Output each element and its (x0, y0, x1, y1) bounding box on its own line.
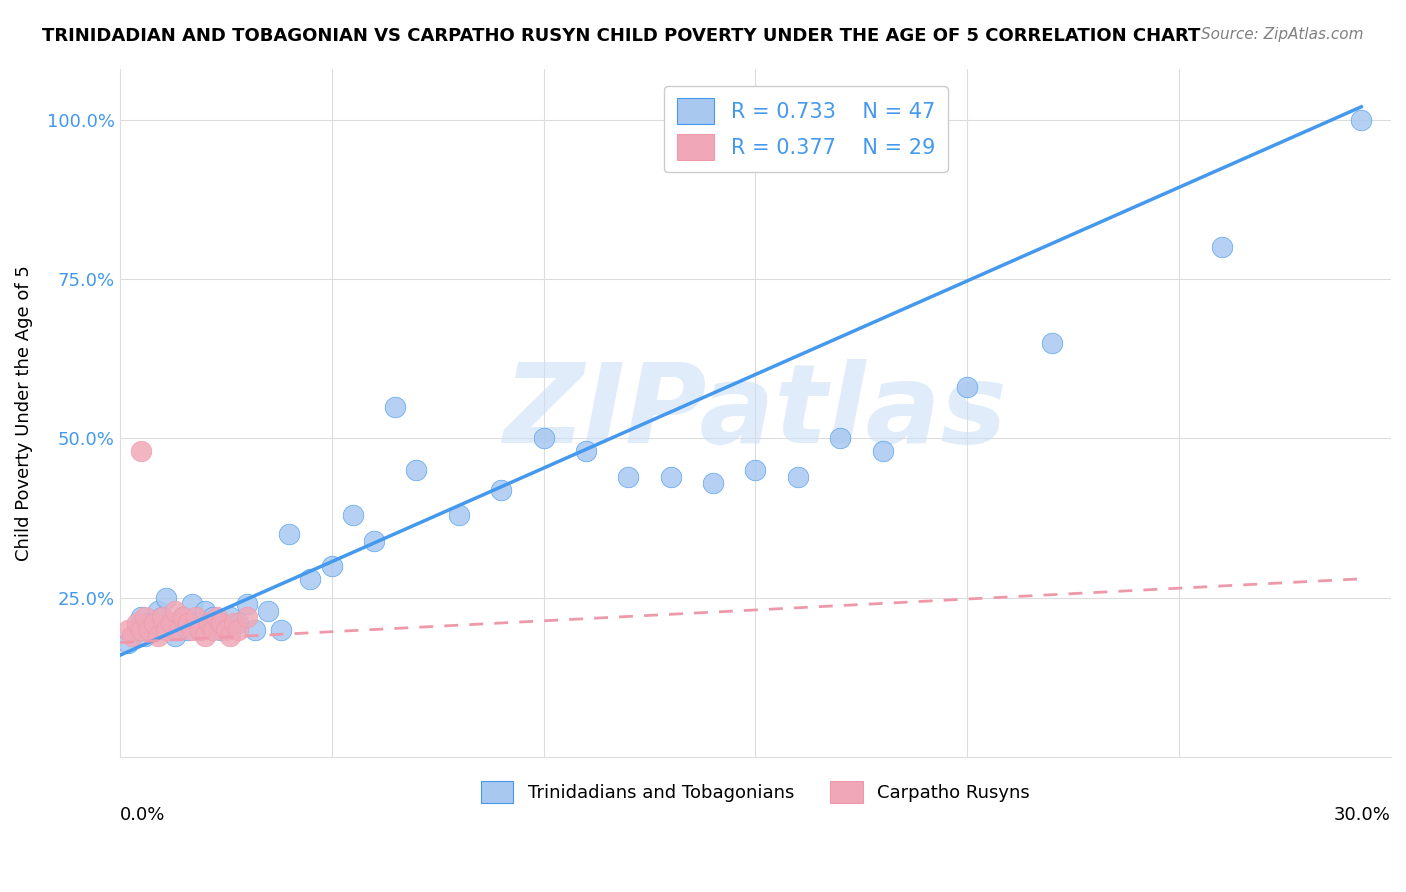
Point (219, 610, 242, 624)
Point (159, 616, 181, 631)
Point (129, 444, 152, 458)
Point (155, 623, 177, 637)
Point (193, 604, 215, 618)
Point (236, 610, 259, 624)
Point (533, 432, 555, 446)
Point (215, 623, 238, 637)
Point (270, 623, 292, 637)
Point (405, 463, 427, 477)
Point (117, 635, 139, 649)
Point (659, 469, 682, 483)
Point (786, 469, 808, 483)
Point (363, 533, 385, 548)
Point (830, 432, 852, 446)
Point (150, 610, 173, 624)
Point (180, 623, 202, 637)
Point (201, 623, 224, 637)
Point (138, 623, 160, 637)
Text: 0.0%: 0.0% (120, 805, 165, 823)
Point (702, 476, 724, 491)
Point (142, 623, 165, 637)
Point (321, 559, 343, 574)
Point (1040, 335, 1063, 350)
Point (163, 629, 186, 643)
Point (245, 623, 267, 637)
Text: 30.0%: 30.0% (1334, 805, 1391, 823)
Text: Source: ZipAtlas.com: Source: ZipAtlas.com (1201, 27, 1364, 42)
Y-axis label: Child Poverty Under the Age of 5: Child Poverty Under the Age of 5 (15, 265, 32, 561)
Point (138, 616, 160, 631)
Point (142, 616, 165, 631)
Point (129, 610, 152, 624)
Point (146, 629, 169, 643)
Point (129, 623, 152, 637)
Point (447, 508, 470, 522)
Point (188, 623, 211, 637)
Point (211, 623, 233, 637)
Point (146, 604, 169, 618)
Point (172, 610, 194, 624)
Point (125, 616, 148, 631)
Point (167, 623, 190, 637)
Point (176, 616, 198, 631)
Text: TRINIDADIAN AND TOBAGONIAN VS CARPATHO RUSYN CHILD POVERTY UNDER THE AGE OF 5 CO: TRINIDADIAN AND TOBAGONIAN VS CARPATHO R… (42, 27, 1201, 45)
Point (219, 629, 242, 643)
Point (744, 463, 766, 477)
Point (1350, 112, 1372, 127)
Point (121, 629, 143, 643)
Point (184, 610, 207, 624)
Point (176, 623, 198, 637)
Point (224, 616, 246, 631)
Point (125, 623, 148, 637)
Point (489, 483, 512, 497)
Point (257, 604, 280, 618)
Point (342, 508, 364, 522)
Point (159, 616, 181, 631)
Point (228, 616, 250, 631)
Point (299, 572, 322, 586)
Legend: Trinidadians and Tobagonians, Carpatho Rusyns: Trinidadians and Tobagonians, Carpatho R… (474, 774, 1038, 810)
Point (134, 610, 156, 624)
Point (150, 610, 173, 624)
Point (134, 629, 156, 643)
Point (872, 444, 894, 458)
Point (956, 380, 979, 394)
Point (172, 610, 194, 624)
Point (236, 597, 259, 611)
Point (117, 623, 139, 637)
Point (228, 623, 250, 637)
Point (211, 616, 233, 631)
Point (180, 597, 202, 611)
Point (575, 444, 598, 458)
Point (384, 400, 406, 414)
Point (205, 610, 228, 624)
Point (155, 591, 177, 605)
Point (193, 629, 215, 643)
Point (201, 610, 224, 624)
Point (1211, 240, 1233, 254)
Text: ZIPatlas: ZIPatlas (503, 359, 1007, 467)
Point (197, 616, 219, 631)
Point (617, 469, 640, 483)
Point (184, 616, 207, 631)
Point (278, 527, 301, 541)
Point (163, 604, 186, 618)
Point (188, 623, 211, 637)
